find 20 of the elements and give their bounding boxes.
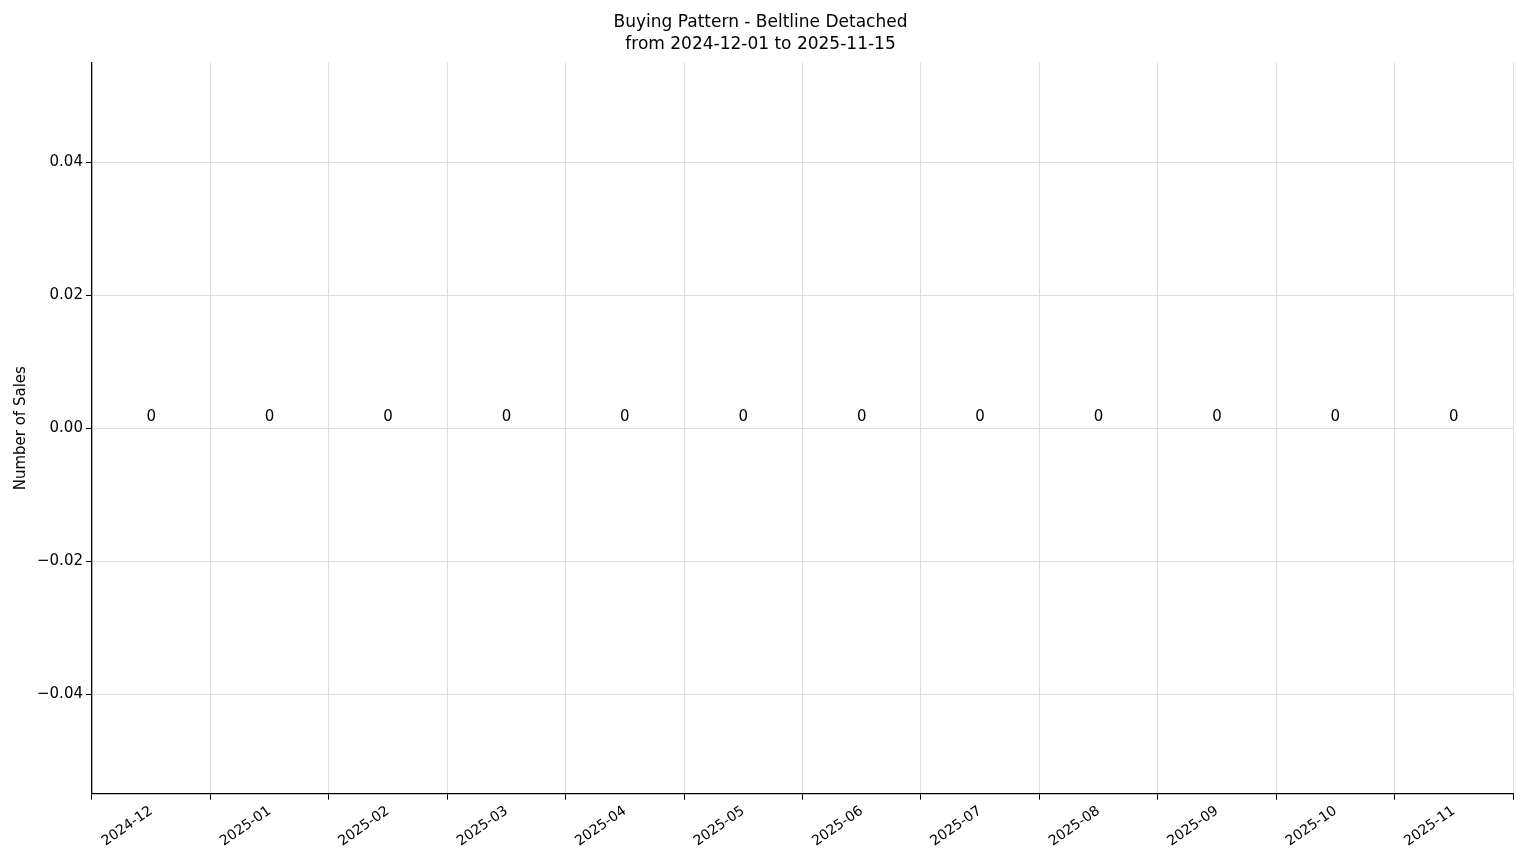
data-label: 0: [1093, 406, 1104, 425]
data-label: 0: [738, 406, 749, 425]
data-label: 0: [1212, 406, 1222, 425]
y-axis-title: Number of Sales: [10, 365, 29, 491]
data-label: 0: [620, 406, 630, 425]
y-tick-label: −0.02: [37, 551, 83, 570]
chart-subtitle: from 2024-12-01 to 2025-11-15: [625, 33, 896, 54]
data-label: 0: [146, 406, 156, 425]
y-tick-label: 0.04: [49, 152, 83, 171]
data-label: 0: [856, 406, 867, 425]
y-tick-label: 0.02: [49, 285, 83, 304]
data-label: 0: [264, 406, 275, 425]
chart-title: Buying Pattern - Beltline Detached: [613, 10, 908, 31]
y-tick-label: −0.04: [37, 683, 83, 702]
data-label: 0: [1330, 406, 1341, 425]
data-label: 0: [501, 406, 512, 425]
data-label: 0: [1449, 406, 1459, 425]
y-tick-label: 0.00: [49, 418, 83, 437]
data-label: 0: [383, 406, 393, 425]
data-label: 0: [975, 406, 985, 425]
